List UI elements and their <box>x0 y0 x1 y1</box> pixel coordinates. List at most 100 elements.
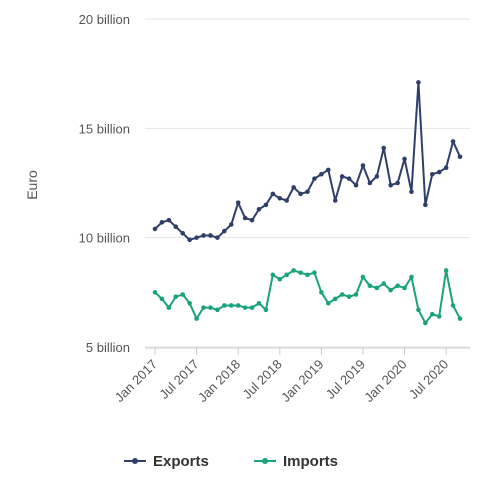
legend-item-exports[interactable]: Exports <box>124 453 209 470</box>
data-point[interactable] <box>436 314 442 319</box>
data-point[interactable] <box>263 202 269 208</box>
data-point[interactable] <box>291 185 296 190</box>
data-point[interactable] <box>339 174 345 179</box>
data-point[interactable] <box>339 292 345 297</box>
data-point[interactable] <box>423 202 428 208</box>
data-point[interactable] <box>270 191 276 197</box>
data-point[interactable] <box>222 303 227 308</box>
legend-label: Exports <box>153 453 209 470</box>
data-point[interactable] <box>319 171 324 177</box>
data-point[interactable] <box>284 272 290 278</box>
data-point[interactable] <box>409 189 414 195</box>
data-point[interactable] <box>263 307 269 313</box>
data-point[interactable] <box>173 294 179 300</box>
data-point[interactable] <box>395 283 400 289</box>
data-point[interactable] <box>429 171 435 177</box>
data-point[interactable] <box>457 316 463 321</box>
data-point[interactable] <box>256 206 262 212</box>
data-point[interactable] <box>201 233 206 238</box>
data-point[interactable] <box>277 276 283 282</box>
data-point[interactable] <box>409 274 414 280</box>
data-point[interactable] <box>312 176 317 181</box>
data-point[interactable] <box>187 237 192 243</box>
data-point[interactable] <box>215 307 220 313</box>
data-point[interactable] <box>208 233 213 238</box>
data-point[interactable] <box>298 270 303 275</box>
data-point[interactable] <box>423 320 428 326</box>
data-point[interactable] <box>152 226 158 232</box>
data-point[interactable] <box>353 292 359 297</box>
data-point[interactable] <box>180 292 186 297</box>
data-point[interactable] <box>319 290 324 295</box>
data-point[interactable] <box>402 156 407 162</box>
data-point[interactable] <box>360 274 366 280</box>
data-point[interactable] <box>450 303 456 308</box>
data-point[interactable] <box>194 316 199 321</box>
data-point[interactable] <box>416 80 421 85</box>
data-point[interactable] <box>374 174 380 179</box>
data-point[interactable] <box>416 307 421 313</box>
data-point[interactable] <box>194 235 199 240</box>
data-point[interactable] <box>256 300 262 306</box>
data-point[interactable] <box>187 300 192 306</box>
data-point[interactable] <box>166 305 172 310</box>
series-exports <box>152 80 463 243</box>
data-point[interactable] <box>312 270 317 275</box>
data-point[interactable] <box>305 189 310 195</box>
data-point[interactable] <box>346 294 352 300</box>
data-point[interactable] <box>346 176 352 181</box>
data-point[interactable] <box>159 220 165 225</box>
data-point[interactable] <box>353 182 359 188</box>
data-point[interactable] <box>443 165 449 170</box>
data-point[interactable] <box>249 217 255 223</box>
data-point[interactable] <box>388 182 393 188</box>
data-point[interactable] <box>242 215 248 221</box>
data-point[interactable] <box>381 145 387 151</box>
data-point[interactable] <box>436 169 442 175</box>
data-point[interactable] <box>457 154 463 160</box>
data-point[interactable] <box>402 285 407 291</box>
x-tick-label: Jan 2018 <box>195 357 243 405</box>
data-point[interactable] <box>242 305 248 310</box>
data-point[interactable] <box>332 296 338 302</box>
data-point[interactable] <box>228 303 234 308</box>
data-point[interactable] <box>374 285 380 291</box>
data-point[interactable] <box>360 163 366 168</box>
data-point[interactable] <box>228 222 234 227</box>
data-point[interactable] <box>298 191 303 197</box>
data-point[interactable] <box>215 235 220 240</box>
data-point[interactable] <box>201 305 206 310</box>
data-point[interactable] <box>443 268 449 273</box>
data-point[interactable] <box>166 217 172 223</box>
data-point[interactable] <box>235 303 241 308</box>
data-point[interactable] <box>180 230 186 236</box>
legend-item-imports[interactable]: Imports <box>254 453 338 470</box>
data-point[interactable] <box>332 198 338 203</box>
data-point[interactable] <box>159 296 165 302</box>
data-point[interactable] <box>395 180 400 186</box>
data-point[interactable] <box>284 198 290 203</box>
data-point[interactable] <box>367 283 373 289</box>
data-point[interactable] <box>325 300 331 306</box>
data-point[interactable] <box>173 224 179 230</box>
data-point[interactable] <box>270 272 276 278</box>
x-tick-label: Jul 2020 <box>406 357 451 402</box>
data-point[interactable] <box>325 167 331 173</box>
data-point[interactable] <box>291 268 296 273</box>
data-point[interactable] <box>249 305 255 310</box>
data-point[interactable] <box>429 311 435 317</box>
data-point[interactable] <box>367 180 373 186</box>
data-point[interactable] <box>222 228 227 234</box>
data-point[interactable] <box>152 290 158 295</box>
data-point[interactable] <box>305 272 310 278</box>
data-point[interactable] <box>388 287 393 293</box>
data-point[interactable] <box>235 200 241 205</box>
data-point[interactable] <box>277 196 283 201</box>
data-point[interactable] <box>381 281 387 286</box>
data-point[interactable] <box>208 305 213 310</box>
legend: Exports Imports <box>124 453 338 470</box>
y-tick-label: 15 billion <box>79 121 130 136</box>
data-point[interactable] <box>450 139 456 144</box>
